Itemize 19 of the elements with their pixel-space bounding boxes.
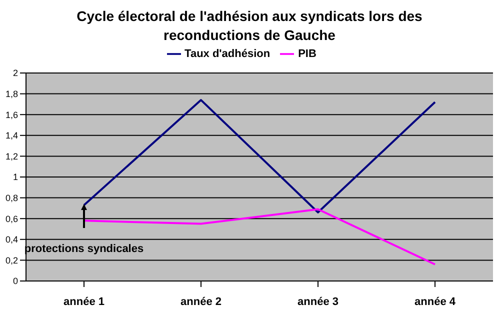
x-tick-label: année 1 bbox=[64, 296, 104, 308]
line-series bbox=[83, 208, 436, 266]
x-tick-label: année 4 bbox=[414, 296, 456, 308]
legend-label: Taux d'adhésion bbox=[184, 48, 270, 60]
y-tick-label: 1,8 bbox=[5, 88, 18, 99]
y-tick-label: 1,4 bbox=[5, 130, 18, 141]
y-tick-label: 1 bbox=[12, 172, 18, 182]
y-tick-label: 0 bbox=[12, 276, 18, 286]
x-tick-label: année 2 bbox=[180, 296, 222, 308]
y-tick-label: 2 bbox=[12, 68, 18, 78]
legend-label: PIB bbox=[298, 48, 316, 60]
y-tick-label: 1,2 bbox=[5, 151, 18, 162]
y-tick-label: 1,6 bbox=[5, 110, 18, 120]
y-tick-label: 0,6 bbox=[5, 214, 18, 224]
y-tick-label: 0,4 bbox=[5, 234, 18, 245]
y-tick-label: 0,2 bbox=[5, 255, 18, 266]
x-tick-label: année 3 bbox=[298, 296, 338, 308]
chart-title: Cycle électoral de l'adhésion aux syndicats lors des reconductions de Gauche bbox=[76, 7, 424, 45]
y-tick-label: 0,8 bbox=[5, 192, 18, 203]
